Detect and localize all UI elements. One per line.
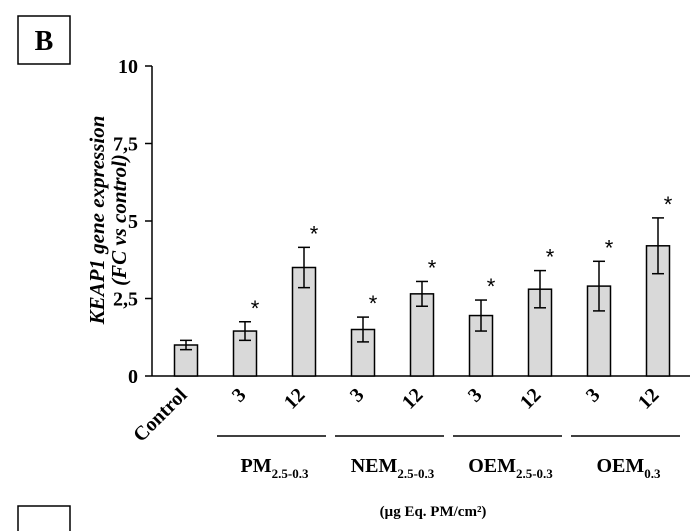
y-tick-label: 5 bbox=[128, 211, 138, 233]
next-panel-box-edge bbox=[17, 505, 71, 531]
x-tick-label: 12 bbox=[398, 384, 428, 414]
y-axis-title-line2: (FC vs control) bbox=[107, 154, 131, 286]
group-label-subscript: 2.5-0.3 bbox=[397, 466, 434, 481]
x-tick-label: Control bbox=[129, 384, 192, 447]
group-label-base: NEM bbox=[351, 455, 398, 477]
significance-marker: * bbox=[369, 291, 378, 316]
x-tick-label: 3 bbox=[228, 384, 251, 407]
group-labels: PM2.5-0.3 NEM2.5-0.3 OEM2.5-0.3 OEM0.3 bbox=[217, 435, 680, 481]
significance-marker: * bbox=[251, 296, 260, 321]
group-label: OEM2.5-0.3 bbox=[468, 455, 553, 481]
x-tick-label: 12 bbox=[516, 384, 546, 414]
x-tick-label: 3 bbox=[346, 384, 369, 407]
significance-marker: * bbox=[546, 245, 555, 270]
y-axis-title: KEAP1 gene expression (FC vs control) bbox=[85, 116, 131, 326]
group-label: NEM2.5-0.3 bbox=[351, 455, 435, 481]
y-axis-title-line1: KEAP1 gene expression bbox=[85, 116, 109, 326]
x-axis-title: (µg Eq. PM/cm²) bbox=[380, 504, 487, 520]
x-tick-label: 3 bbox=[464, 384, 487, 407]
y-tick-label: 7,5 bbox=[113, 134, 138, 156]
group-label-base: OEM bbox=[468, 455, 516, 477]
group-label-base: OEM bbox=[596, 455, 644, 477]
x-tick-label: 3 bbox=[582, 384, 605, 407]
significance-marker: * bbox=[605, 235, 614, 260]
group-label-subscript: 2.5-0.3 bbox=[516, 466, 553, 481]
y-tick-label: 2,5 bbox=[113, 289, 138, 311]
group-label: OEM0.3 bbox=[596, 455, 661, 481]
y-tick-label: 0 bbox=[128, 366, 138, 388]
x-tick-label: 12 bbox=[634, 384, 664, 414]
significance-marker: * bbox=[487, 274, 496, 299]
panel-label: B bbox=[35, 26, 54, 57]
panel-label-box bbox=[17, 15, 71, 65]
x-tick-label: 12 bbox=[280, 384, 310, 414]
group-label-subscript: 0.3 bbox=[644, 466, 661, 481]
x-axis-tick-labels: Control 3 12 3 12 3 12 3 12 bbox=[129, 384, 663, 447]
y-tick-label: 10 bbox=[118, 56, 138, 78]
significance-marker: * bbox=[310, 221, 319, 246]
bars: * * * * * * * * bbox=[173, 192, 673, 377]
y-axis-ticks: 0 2,5 5 7,5 10 bbox=[113, 56, 152, 388]
significance-marker: * bbox=[664, 192, 673, 217]
group-label: PM2.5-0.3 bbox=[241, 455, 309, 481]
significance-marker: * bbox=[428, 255, 437, 280]
group-label-base: PM bbox=[241, 455, 272, 477]
group-label-subscript: 2.5-0.3 bbox=[272, 466, 309, 481]
